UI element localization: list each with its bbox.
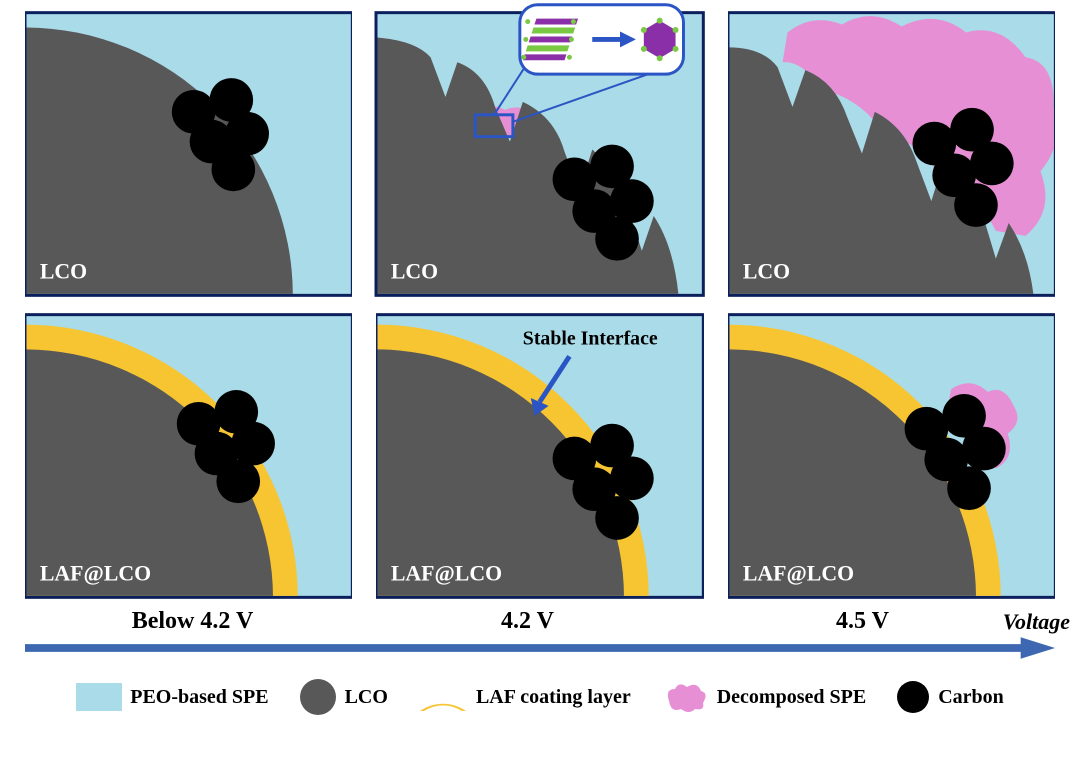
panel-laflco-45: LAF@LCO bbox=[728, 312, 1055, 600]
legend-lco: LCO bbox=[299, 678, 388, 716]
legend-label: PEO-based SPE bbox=[130, 686, 268, 709]
spe-swatch-icon bbox=[76, 683, 122, 711]
figure-root: LCO bbox=[10, 10, 1070, 769]
voltage-label-1: Below 4.2 V bbox=[25, 608, 360, 635]
panel-label: LCO bbox=[391, 259, 438, 283]
panel-laflco-42: Stable Interface LAF@LCO bbox=[376, 312, 703, 600]
voltage-label-2: 4.2 V bbox=[360, 608, 695, 635]
lco-swatch-icon bbox=[299, 678, 337, 716]
panel-label: LCO bbox=[743, 259, 790, 283]
decomposed-swatch-icon bbox=[661, 681, 709, 713]
legend-label: LAF coating layer bbox=[476, 686, 631, 709]
voltage-label-3: 4.5 V bbox=[695, 608, 1030, 635]
legend-spe: PEO-based SPE bbox=[76, 683, 268, 711]
carbon-swatch-icon bbox=[896, 680, 930, 714]
panel-lco-45: LCO bbox=[728, 10, 1055, 298]
legend-label: LCO bbox=[345, 686, 388, 709]
panel-grid: LCO bbox=[10, 10, 1070, 600]
panel-label: LCO bbox=[40, 259, 87, 283]
panel-lco-below42: LCO bbox=[25, 10, 352, 298]
legend-decomposed: Decomposed SPE bbox=[661, 681, 866, 713]
panel-lco-42: LCO bbox=[376, 10, 703, 298]
panel-label: LAF@LCO bbox=[40, 561, 151, 585]
legend: PEO-based SPE LCO LAF coating layer Deco… bbox=[10, 670, 1070, 716]
panel-label: LAF@LCO bbox=[743, 561, 854, 585]
legend-label: Carbon bbox=[938, 686, 1004, 709]
legend-carbon: Carbon bbox=[896, 680, 1004, 714]
voltage-arrow bbox=[10, 635, 1070, 670]
voltage-labels: Below 4.2 V 4.2 V 4.5 V Voltage bbox=[10, 600, 1070, 635]
legend-label: Decomposed SPE bbox=[717, 686, 866, 709]
laf-swatch-icon bbox=[418, 681, 468, 713]
stable-interface-label: Stable Interface bbox=[523, 327, 658, 349]
panel-label: LAF@LCO bbox=[391, 561, 502, 585]
panel-laflco-below42: LAF@LCO bbox=[25, 312, 352, 600]
voltage-axis-label: Voltage bbox=[1003, 609, 1070, 635]
legend-laf: LAF coating layer bbox=[418, 681, 631, 713]
